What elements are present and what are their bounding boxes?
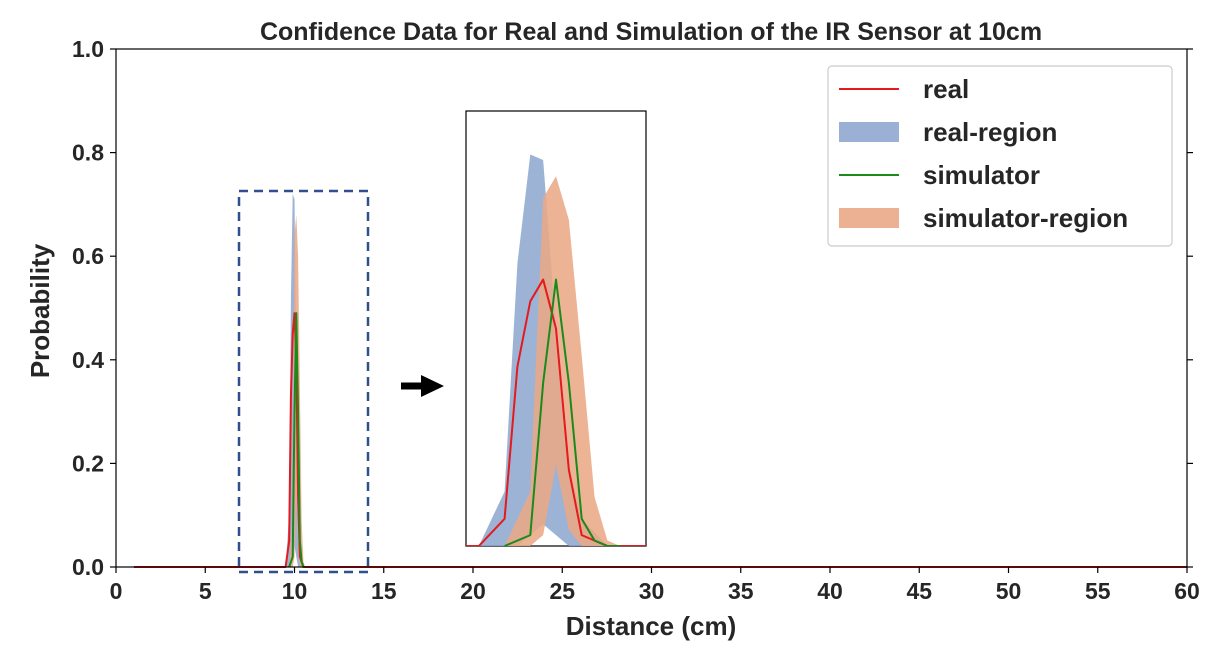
legend: real real-region simulator simulator-region bbox=[827, 65, 1173, 247]
legend-swatch-real-region bbox=[839, 122, 899, 142]
x-tick-label: 0 bbox=[110, 578, 123, 604]
x-tick-label: 45 bbox=[906, 578, 932, 604]
y-tick-label: 0.2 bbox=[72, 450, 104, 476]
x-tick-label: 10 bbox=[282, 578, 308, 604]
x-tick-label: 50 bbox=[996, 578, 1022, 604]
y-axis: 0.0 0.2 0.4 0.6 0.8 1.0 bbox=[72, 36, 1193, 580]
x-tick-label: 25 bbox=[549, 578, 575, 604]
simulator-line bbox=[288, 312, 306, 568]
x-tick-label: 20 bbox=[460, 578, 486, 604]
main-plot-area bbox=[133, 194, 1187, 568]
x-tick-label: 30 bbox=[639, 578, 665, 604]
zoom-box bbox=[237, 189, 370, 574]
inset-real-line bbox=[466, 278, 646, 546]
y-axis-label: Probability bbox=[25, 243, 55, 378]
y-tick-label: 1.0 bbox=[72, 36, 104, 62]
x-axis-label: Distance (cm) bbox=[566, 611, 737, 641]
x-tick-label: 35 bbox=[728, 578, 754, 604]
y-tick-label: 0.8 bbox=[72, 140, 104, 166]
inset-group bbox=[237, 110, 647, 574]
inset-simulator-region-band bbox=[504, 176, 621, 546]
legend-label-real-region: real-region bbox=[923, 117, 1057, 147]
y-tick-label: 0.4 bbox=[72, 347, 104, 373]
inset-plot bbox=[466, 154, 646, 546]
legend-label-real: real bbox=[923, 74, 969, 104]
zoom-arrow-head bbox=[421, 375, 444, 397]
legend-label-simulator-region: simulator-region bbox=[923, 203, 1128, 233]
chart-title: Confidence Data for Real and Simulation … bbox=[260, 18, 1042, 46]
x-tick-label: 5 bbox=[199, 578, 212, 604]
x-tick-label: 60 bbox=[1174, 578, 1200, 604]
y-tick-label: 0.0 bbox=[72, 554, 104, 580]
x-axis: 0 5 10 15 20 25 30 35 40 45 50 55 60 bbox=[110, 567, 1200, 604]
x-tick-label: 15 bbox=[371, 578, 397, 604]
legend-frame bbox=[827, 65, 1173, 247]
inset-simulator-line bbox=[504, 278, 621, 546]
legend-swatch-simulator-region bbox=[839, 208, 899, 228]
x-tick-label: 55 bbox=[1085, 578, 1111, 604]
x-tick-label: 40 bbox=[817, 578, 843, 604]
y-tick-label: 0.6 bbox=[72, 243, 104, 269]
legend-label-simulator: simulator bbox=[923, 160, 1040, 190]
